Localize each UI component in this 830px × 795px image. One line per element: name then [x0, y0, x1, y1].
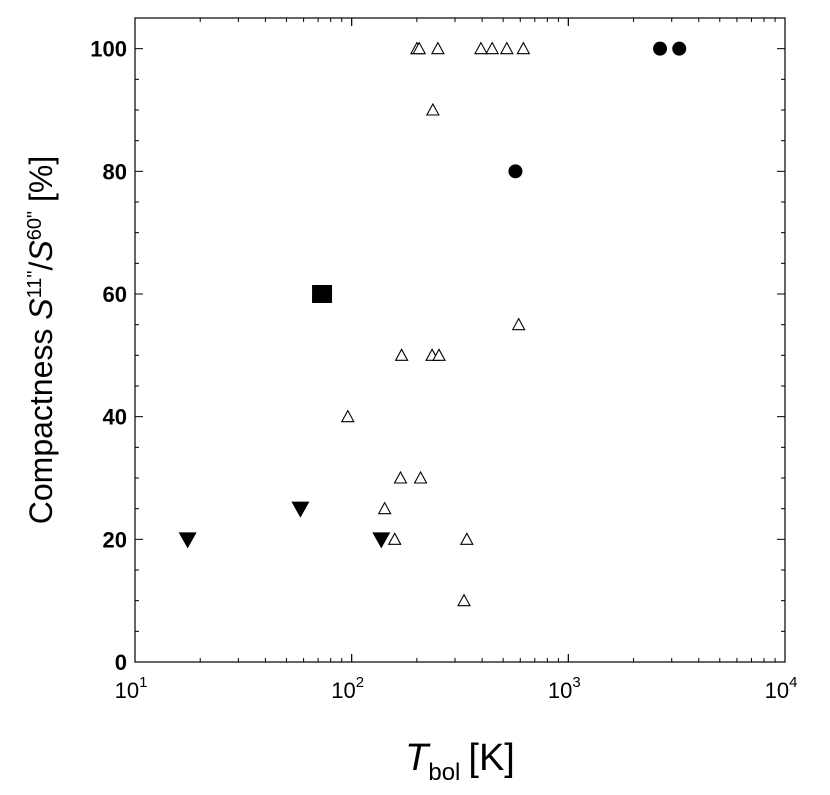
x-axis-title-subscript: bol — [428, 759, 460, 786]
x-axis-title-unit: [K] — [468, 737, 514, 779]
open-triangle-point — [474, 41, 488, 55]
y-axis-title-sup1: 11" — [24, 270, 46, 298]
y-tick-label: 60 — [103, 282, 127, 307]
open-triangle-point — [413, 470, 428, 484]
open-triangle-point — [425, 102, 440, 116]
x-tick-label: 104 — [765, 674, 798, 703]
filled-down-triangle-point — [178, 532, 197, 549]
y-axis-title-s2: S — [23, 240, 59, 261]
open-triangle-point — [387, 532, 402, 545]
y-tick-label: 40 — [103, 405, 127, 430]
y-tick-label: 20 — [103, 527, 127, 552]
y-axis-title-slash: / — [23, 261, 59, 270]
axis-ticks — [134, 18, 786, 663]
data-marks — [178, 41, 687, 607]
filled-circle-point — [653, 41, 668, 56]
x-tick-label: 103 — [548, 674, 581, 703]
open-triangle-point — [485, 41, 500, 55]
x-axis-title-symbol: T — [405, 737, 431, 779]
y-tick-label: 0 — [115, 650, 127, 675]
open-triangle-point — [393, 470, 408, 484]
open-triangle-point — [499, 41, 514, 55]
open-triangle-point — [432, 348, 446, 361]
open-triangle-point — [457, 593, 471, 607]
open-triangle-point — [511, 317, 526, 331]
filled-circle-point — [508, 164, 523, 179]
open-triangle-point — [412, 41, 427, 55]
open-triangle-point — [377, 501, 392, 515]
y-axis-title-s1: S — [23, 298, 59, 319]
y-axis-title-prefix: Compactness — [23, 320, 59, 525]
open-triangle-point — [340, 409, 355, 423]
y-axis-title-suffix: [%] — [23, 156, 59, 211]
filled-circle-point — [672, 41, 687, 56]
open-triangle-point — [394, 348, 409, 361]
y-tick-label: 100 — [90, 37, 127, 62]
open-triangle-point — [430, 41, 445, 55]
plot-frame — [134, 17, 786, 663]
y-axis-title-sup2: 60" — [24, 211, 46, 240]
open-triangle-point — [459, 532, 474, 545]
tick-labels: 0 20 40 60 80 100 101 102 103 104 — [90, 37, 797, 703]
x-tick-label: 101 — [115, 674, 148, 703]
filled-square-point — [312, 285, 333, 303]
y-tick-label: 80 — [103, 159, 127, 184]
x-tick-label: 102 — [331, 674, 364, 703]
x-axis-title: Tbol [K] — [405, 737, 515, 786]
open-triangle-point — [516, 41, 531, 55]
y-axis-title: Compactness S11"/S60" [%] — [23, 156, 59, 524]
filled-down-triangle-point — [372, 532, 391, 549]
filled-down-triangle-point — [291, 501, 310, 518]
